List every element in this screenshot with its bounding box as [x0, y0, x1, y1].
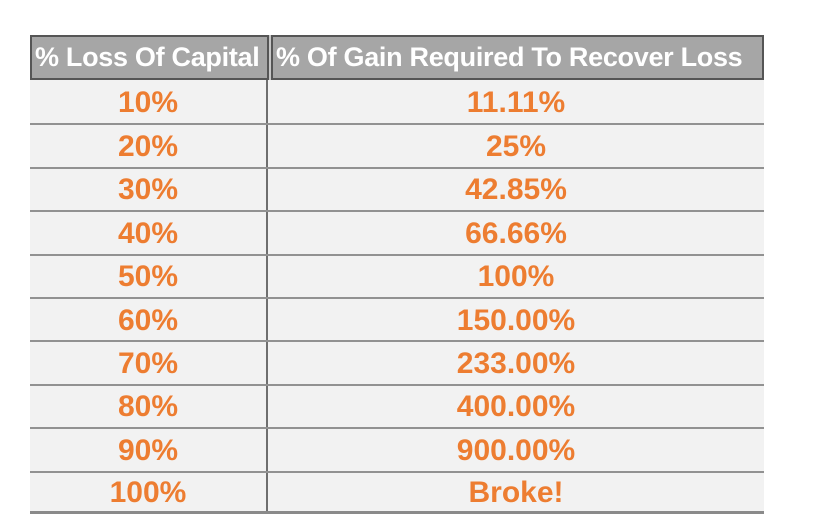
loss-cell: 50% [30, 255, 268, 297]
gain-cell: 150.00% [456, 303, 576, 337]
table-row: 50% 100% [30, 253, 764, 297]
gain-cell: 42.85% [465, 173, 567, 207]
table-row: 80% 400.00% [30, 383, 764, 428]
loss-cell: 90% [30, 429, 268, 471]
table-row: 10% 11.11% [30, 80, 764, 124]
column-header-loss-of-capital: % Loss Of Capital [30, 35, 269, 80]
gain-cell: 900.00% [456, 433, 576, 467]
table-row: 60% 150.00% [30, 296, 764, 341]
loss-cell: 30% [30, 168, 268, 211]
loss-cell: 60% [30, 298, 268, 341]
loss-cell: 40% [30, 212, 268, 254]
gain-cell: 11.11% [466, 85, 566, 119]
table-row: 40% 66.66% [30, 210, 764, 254]
table-row: 70% 233.00% [30, 340, 764, 384]
gain-cell: 400.00% [456, 390, 576, 424]
table-row: 100% Broke! [30, 470, 764, 514]
gain-cell: 233.00% [456, 347, 576, 381]
loss-cell: 20% [30, 125, 268, 167]
column-header-gain-required: % Of Gain Required To Recover Loss [271, 35, 764, 80]
table-row: 30% 42.85% [30, 166, 764, 211]
loss-cell: 100% [30, 472, 268, 511]
loss-recovery-table: % Loss Of Capital % Of Gain Required To … [30, 35, 764, 514]
gain-cell: 100% [477, 260, 555, 294]
gain-cell: Broke! [468, 475, 564, 509]
table-row: 20% 25% [30, 123, 764, 167]
table-body: 10% 11.11% 20% 25% 30% 42.85% 40% 66.66%… [30, 80, 764, 514]
table-row: 90% 900.00% [30, 427, 764, 471]
loss-cell: 80% [30, 385, 268, 428]
gain-cell: 66.66% [465, 216, 567, 250]
loss-cell: 70% [30, 342, 268, 384]
loss-cell: 10% [30, 80, 268, 124]
gain-cell: 25% [485, 130, 547, 164]
table-header-row: % Loss Of Capital % Of Gain Required To … [30, 35, 764, 80]
